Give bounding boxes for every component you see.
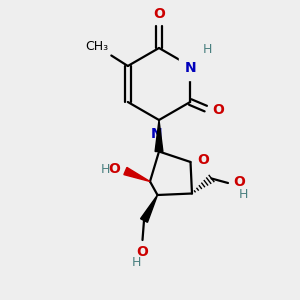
Text: O: O: [136, 245, 148, 259]
Polygon shape: [155, 120, 163, 152]
Polygon shape: [124, 167, 150, 182]
Text: O: O: [212, 103, 224, 117]
Polygon shape: [141, 195, 158, 222]
Text: O: O: [197, 153, 209, 166]
Text: CH₃: CH₃: [85, 40, 108, 52]
Text: H: H: [101, 163, 110, 176]
Text: N: N: [185, 61, 196, 74]
Text: N: N: [151, 127, 162, 141]
Text: O: O: [153, 7, 165, 21]
Text: H: H: [238, 188, 248, 201]
Text: O: O: [108, 162, 120, 176]
Text: H: H: [203, 43, 212, 56]
Text: O: O: [233, 175, 245, 189]
Text: H: H: [132, 256, 141, 269]
